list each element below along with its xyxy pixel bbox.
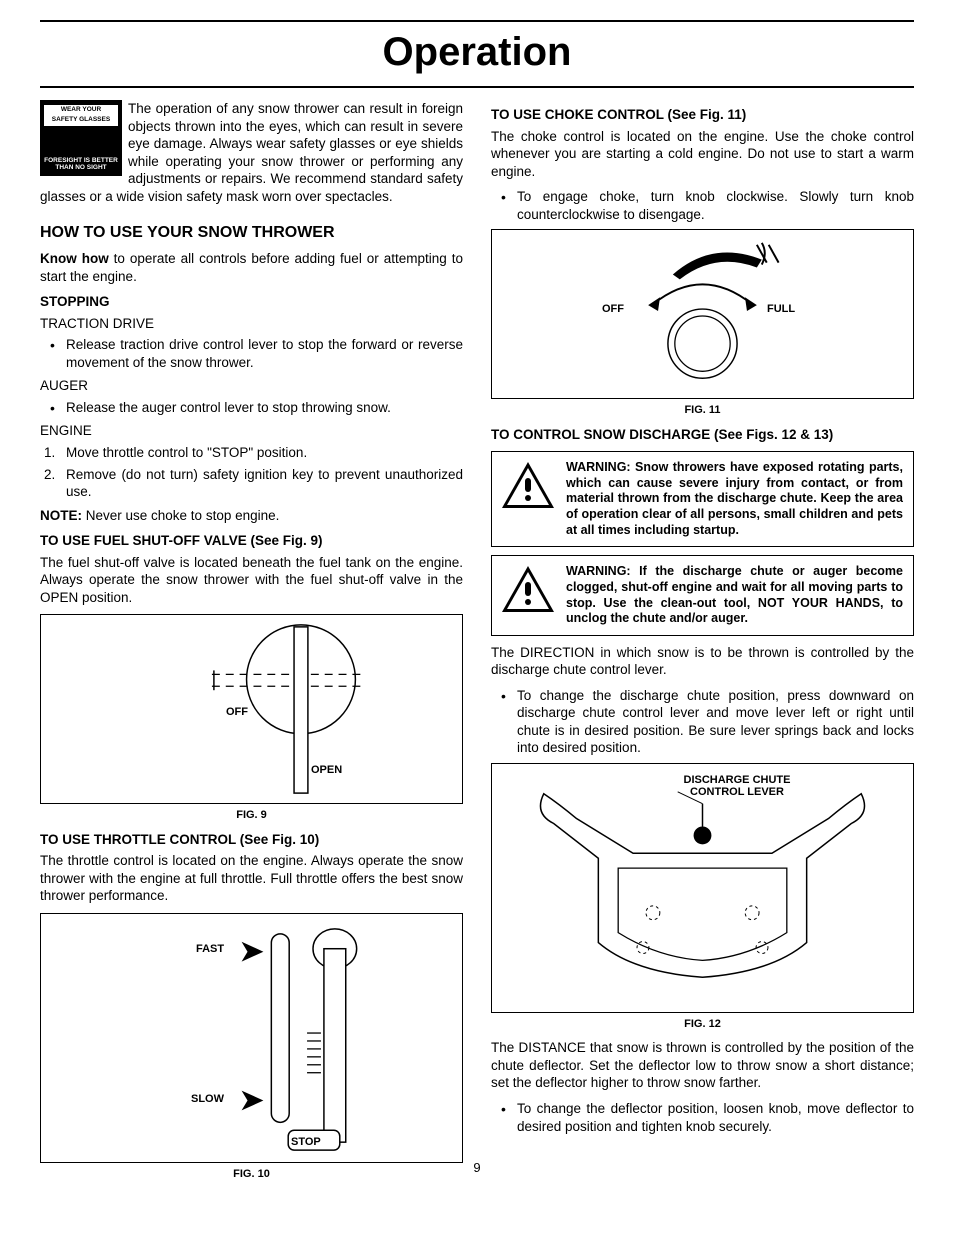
content-columns: WEAR YOUR SAFETY GLASSES FORESIGHT IS BE… <box>40 100 914 1189</box>
list-item: To change the discharge chute position, … <box>491 687 914 757</box>
discharge-heading: TO CONTROL SNOW DISCHARGE (See Figs. 12 … <box>491 426 914 444</box>
list-item: To engage choke, turn knob clockwise. Sl… <box>491 188 914 223</box>
know-how-para: Know how to operate all controls before … <box>40 250 463 285</box>
page-title: Operation <box>40 20 914 88</box>
fig11-caption: FIG. 11 <box>491 403 914 417</box>
warning-box-1: WARNING: Snow throwers have exposed rota… <box>491 451 914 547</box>
fuel-valve-diagram-icon <box>41 615 462 803</box>
fig10-slow-label: SLOW <box>191 1092 224 1106</box>
warning-triangle-icon <box>500 460 556 510</box>
right-column: TO USE CHOKE CONTROL (See Fig. 11) The c… <box>491 100 914 1189</box>
warning-text: WARNING: Snow throwers have exposed rota… <box>566 460 903 538</box>
list-item: Release traction drive control lever to … <box>40 336 463 371</box>
fig11-off-label: OFF <box>602 302 624 316</box>
fig10-fast-label: FAST <box>196 942 224 956</box>
note-para: NOTE: Never use choke to stop engine. <box>40 507 463 525</box>
fuel-valve-para: The fuel shut-off valve is located benea… <box>40 554 463 607</box>
how-to-use-heading: HOW TO USE YOUR SNOW THROWER <box>40 223 463 244</box>
choke-list: To engage choke, turn knob clockwise. Sl… <box>491 188 914 223</box>
fig10-stop-label: STOP <box>291 1135 321 1149</box>
auger-heading: AUGER <box>40 377 463 395</box>
throttle-heading: TO USE THROTTLE CONTROL (See Fig. 10) <box>40 831 463 849</box>
fig9-open-label: OPEN <box>311 763 342 777</box>
fig9-caption: FIG. 9 <box>40 808 463 822</box>
fig10-caption: FIG. 10 <box>40 1167 463 1181</box>
left-column: WEAR YOUR SAFETY GLASSES FORESIGHT IS BE… <box>40 100 463 1189</box>
throttle-diagram-icon <box>41 914 462 1162</box>
list-item: Move throttle control to "STOP" position… <box>40 444 463 462</box>
choke-heading: TO USE CHOKE CONTROL (See Fig. 11) <box>491 106 914 124</box>
fuel-valve-heading: TO USE FUEL SHUT-OFF VALVE (See Fig. 9) <box>40 532 463 550</box>
safety-glasses-label-icon: WEAR YOUR SAFETY GLASSES FORESIGHT IS BE… <box>40 100 122 176</box>
figure-12: DISCHARGE CHUTE CONTROL LEVER <box>491 763 914 1013</box>
figure-11: OFF FULL <box>491 229 914 399</box>
engine-list: Move throttle control to "STOP" position… <box>40 444 463 501</box>
list-item: To change the deflector position, loosen… <box>491 1100 914 1135</box>
choke-para: The choke control is located on the engi… <box>491 128 914 181</box>
fig11-full-label: FULL <box>767 302 795 316</box>
fig12-caption: FIG. 12 <box>491 1017 914 1031</box>
auger-list: Release the auger control lever to stop … <box>40 399 463 417</box>
stopping-heading: STOPPING <box>40 293 463 311</box>
figure-10: FAST SLOW STOP <box>40 913 463 1163</box>
list-item: Remove (do not turn) safety ignition key… <box>40 466 463 501</box>
control-panel-diagram-icon <box>492 764 913 1012</box>
traction-drive-heading: TRACTION DRIVE <box>40 315 463 333</box>
page-number: 9 <box>473 1160 480 1177</box>
traction-list: Release traction drive control lever to … <box>40 336 463 371</box>
direction-list: To change the discharge chute position, … <box>491 687 914 757</box>
choke-diagram-icon <box>492 230 913 398</box>
warning-box-2: WARNING: If the discharge chute or auger… <box>491 555 914 636</box>
figure-9: OFF OPEN <box>40 614 463 804</box>
warning-triangle-icon <box>500 564 556 614</box>
engine-heading: ENGINE <box>40 422 463 440</box>
direction-para: The DIRECTION in which snow is to be thr… <box>491 644 914 679</box>
distance-para: The DISTANCE that snow is thrown is cont… <box>491 1039 914 1092</box>
throttle-para: The throttle control is located on the e… <box>40 852 463 905</box>
fig12-label: DISCHARGE CHUTE CONTROL LEVER <box>657 774 817 798</box>
warning-text: WARNING: If the discharge chute or auger… <box>566 564 903 627</box>
fig9-off-label: OFF <box>226 705 248 719</box>
distance-list: To change the deflector position, loosen… <box>491 1100 914 1135</box>
intro-block: WEAR YOUR SAFETY GLASSES FORESIGHT IS BE… <box>40 100 463 213</box>
list-item: Release the auger control lever to stop … <box>40 399 463 417</box>
